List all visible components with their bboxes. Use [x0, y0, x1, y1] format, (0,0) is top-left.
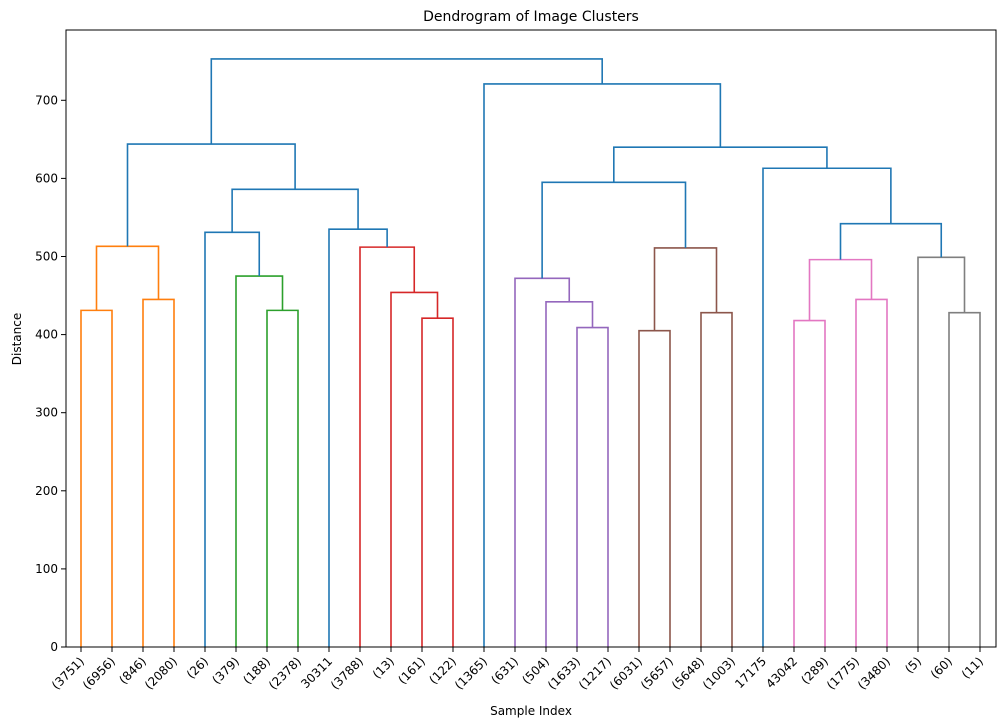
y-axis-label: Distance	[10, 313, 24, 365]
plot-frame	[65, 29, 997, 648]
y-tick-label: 700	[35, 93, 58, 107]
dendrogram-link-m29	[210, 58, 603, 145]
y-tick-label: 200	[35, 484, 58, 498]
x-axis-label: Sample Index	[490, 704, 572, 718]
chart-title: Dendrogram of Image Clusters	[423, 9, 639, 25]
dendrogram-links	[80, 58, 981, 647]
y-tick-label: 100	[35, 562, 58, 576]
y-tick-label: 0	[50, 640, 58, 654]
y-tick-label: 400	[35, 328, 58, 342]
y-axis-ticks: 0 100 200 300 400 500 600 700	[35, 93, 66, 654]
y-tick-label: 600	[35, 171, 58, 185]
y-tick-label: 300	[35, 406, 58, 420]
y-tick-label: 500	[35, 249, 58, 263]
